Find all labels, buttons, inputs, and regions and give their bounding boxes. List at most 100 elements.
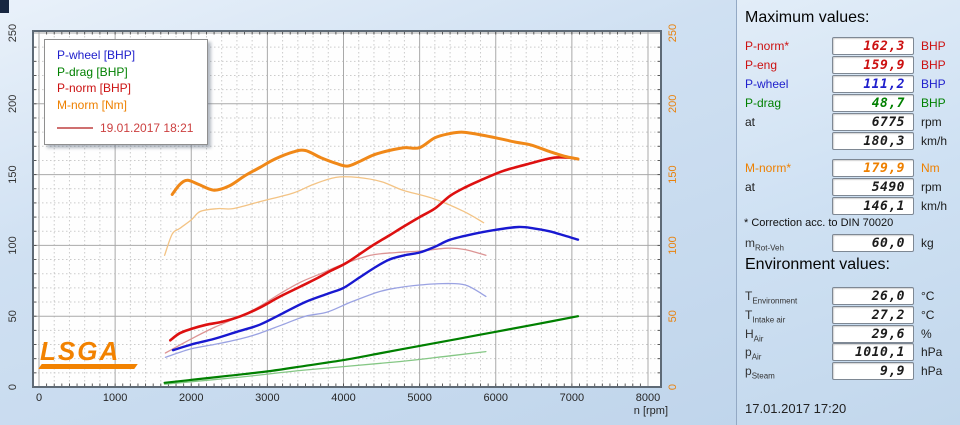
m-norm-value: 179,9 bbox=[863, 161, 905, 176]
env-row-t-environment: TEnvironment 26,0 °C bbox=[737, 287, 960, 305]
env-row-air-pressure: pAir 1010,1 hPa bbox=[737, 343, 960, 361]
svg-text:0: 0 bbox=[36, 392, 42, 404]
svg-text:200: 200 bbox=[667, 95, 679, 113]
power-rpm-unit: rpm bbox=[921, 115, 942, 129]
max-row-p-drag: P-drag 48,7 BHP bbox=[737, 94, 960, 112]
max-row-torque-rpm: at 5490 rpm bbox=[737, 178, 960, 196]
p-norm-unit: BHP bbox=[921, 39, 946, 53]
p-eng-unit: BHP bbox=[921, 58, 946, 72]
svg-text:100: 100 bbox=[7, 236, 19, 254]
at-label: at bbox=[745, 115, 756, 129]
svg-text:150: 150 bbox=[667, 165, 679, 183]
env-row-humidity: HAir 29,6 % bbox=[737, 325, 960, 343]
p-eng-label: P-eng bbox=[745, 58, 778, 72]
steam-pressure-value: 9,9 bbox=[880, 364, 905, 379]
torque-speed-value: 146,1 bbox=[863, 199, 905, 214]
t-environment-label: TEnvironment bbox=[745, 289, 798, 306]
svg-text:7000: 7000 bbox=[560, 392, 584, 404]
rotating-mass-input[interactable]: 60,0 bbox=[832, 234, 914, 252]
torque-rpm-value-box: 5490 bbox=[832, 178, 914, 196]
curve-p-drag-ref bbox=[163, 350, 487, 385]
maximum-values-heading: Maximum values: bbox=[745, 9, 870, 26]
t-environment-value: 26,0 bbox=[871, 289, 905, 304]
power-speed-value-box: 180,3 bbox=[832, 132, 914, 150]
steam-pressure-input[interactable]: 9,9 bbox=[832, 362, 914, 380]
p-drag-unit: BHP bbox=[921, 96, 946, 110]
p-wheel-value-box: 111,2 bbox=[832, 75, 914, 93]
svg-text:150: 150 bbox=[7, 165, 19, 183]
steam-pressure-label: pSteam bbox=[745, 364, 775, 381]
svg-text:100: 100 bbox=[667, 236, 679, 254]
measurement-datetime: 17.01.2017 17:20 bbox=[745, 401, 847, 416]
svg-text:50: 50 bbox=[7, 310, 19, 322]
t-intake-air-value: 27,2 bbox=[871, 308, 905, 323]
curve-p-norm-ref bbox=[164, 247, 487, 354]
env-row-t-intake-air: TIntake air 27,2 °C bbox=[737, 306, 960, 324]
reference-run-date: 19.01.2017 18:21 bbox=[100, 121, 194, 135]
p-wheel-unit: BHP bbox=[921, 77, 946, 91]
p-wheel-value: 111,2 bbox=[863, 77, 905, 92]
rotating-mass-row: mRot-Veh 60,0 kg bbox=[737, 234, 960, 252]
rotating-mass-value: 60,0 bbox=[871, 236, 905, 251]
humidity-label: HAir bbox=[745, 327, 764, 344]
t-environment-input[interactable]: 26,0 bbox=[832, 287, 914, 305]
t-intake-air-label: TIntake air bbox=[745, 308, 786, 325]
max-row-p-norm: P-norm* 162,3 BHP bbox=[737, 37, 960, 55]
p-norm-value-box: 162,3 bbox=[832, 37, 914, 55]
svg-text:3000: 3000 bbox=[255, 392, 279, 404]
max-row-p-eng: P-eng 159,9 BHP bbox=[737, 56, 960, 74]
window-corner-artifact bbox=[0, 0, 9, 13]
humidity-unit: % bbox=[921, 327, 932, 341]
svg-text:6000: 6000 bbox=[484, 392, 508, 404]
env-row-steam-pressure: pSteam 9,9 hPa bbox=[737, 362, 960, 380]
humidity-input[interactable]: 29,6 bbox=[832, 325, 914, 343]
t-intake-air-input[interactable]: 27,2 bbox=[832, 306, 914, 324]
p-drag-label: P-drag bbox=[745, 96, 782, 110]
svg-text:2000: 2000 bbox=[179, 392, 203, 404]
torque-rpm-unit: rpm bbox=[921, 180, 942, 194]
air-pressure-unit: hPa bbox=[921, 345, 943, 359]
humidity-value: 29,6 bbox=[871, 327, 905, 342]
max-row-m-norm: M-norm* 179,9 Nm bbox=[737, 159, 960, 177]
svg-text:50: 50 bbox=[667, 310, 679, 322]
power-rpm-value-box: 6775 bbox=[832, 113, 914, 131]
legend-item-p-wheel: P-wheel [BHP] bbox=[57, 48, 136, 62]
lsga-logo-text: LSGA bbox=[40, 336, 121, 366]
p-norm-label: P-norm* bbox=[745, 39, 790, 53]
legend-item-p-drag: P-drag [BHP] bbox=[57, 64, 128, 79]
torque-speed-unit: km/h bbox=[921, 199, 948, 213]
din-correction-note: * Correction acc. to DIN 70020 bbox=[744, 217, 894, 229]
power-rpm-value: 6775 bbox=[871, 115, 905, 130]
torque-rpm-value: 5490 bbox=[871, 180, 905, 195]
values-panel: Maximum values: P-norm* 162,3 BHP P-eng … bbox=[736, 0, 960, 425]
max-row-power-rpm: at 6775 rpm bbox=[737, 113, 960, 131]
air-pressure-input[interactable]: 1010,1 bbox=[832, 343, 914, 361]
p-drag-value: 48,7 bbox=[871, 96, 905, 111]
m-norm-value-box: 179,9 bbox=[832, 159, 914, 177]
legend-item-m-norm: M-norm [Nm] bbox=[57, 97, 127, 112]
power-speed-value: 180,3 bbox=[863, 134, 905, 149]
svg-text:5000: 5000 bbox=[407, 392, 431, 404]
reference-line-sample bbox=[57, 127, 93, 130]
m-norm-label: M-norm* bbox=[745, 161, 792, 175]
x-axis-label: n [rpm] bbox=[634, 405, 668, 417]
svg-text:4000: 4000 bbox=[331, 392, 355, 404]
curve-p-drag bbox=[163, 315, 580, 384]
p-drag-value-box: 48,7 bbox=[832, 94, 914, 112]
legend-item-p-norm: P-norm [BHP] bbox=[57, 81, 132, 95]
p-wheel-label: P-wheel bbox=[745, 77, 789, 91]
torque-at-label: at bbox=[745, 180, 756, 194]
power-speed-unit: km/h bbox=[921, 134, 948, 148]
svg-text:1000: 1000 bbox=[103, 392, 127, 404]
dyno-chart: 0 1000 2000 3000 4000 5000 6000 7000 80000501001… bbox=[7, 24, 679, 417]
chart-legend: P-wheel [BHP] P-drag [BHP] P-norm [BHP] … bbox=[44, 39, 208, 145]
svg-text:200: 200 bbox=[7, 95, 19, 113]
curve-m-norm-ref bbox=[163, 176, 485, 256]
t-environment-unit: °C bbox=[921, 289, 935, 303]
torque-speed-value-box: 146,1 bbox=[832, 197, 914, 215]
max-row-torque-speed: 146,1 km/h bbox=[737, 197, 960, 215]
svg-text:250: 250 bbox=[7, 24, 19, 42]
max-row-p-wheel: P-wheel 111,2 BHP bbox=[737, 75, 960, 93]
environment-values-heading: Environment values: bbox=[745, 256, 890, 273]
